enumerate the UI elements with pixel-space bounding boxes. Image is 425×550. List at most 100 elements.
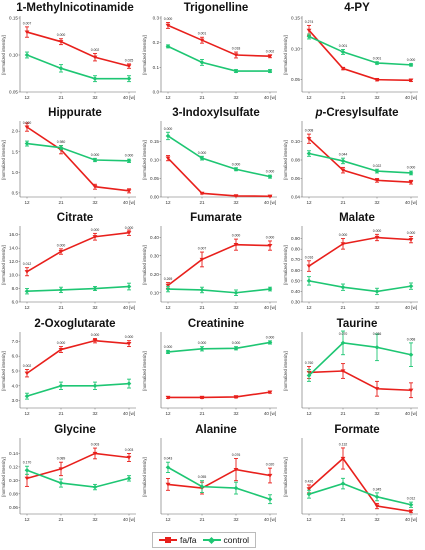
data-point bbox=[92, 451, 98, 456]
y-tick-label: 0.10 bbox=[291, 46, 300, 51]
data-point bbox=[92, 185, 98, 189]
p-value-label: 0.000 bbox=[164, 127, 173, 131]
p-value-label: 0.000 bbox=[57, 33, 66, 37]
p-value-label: 0.000 bbox=[198, 341, 207, 345]
x-tick-label: 12 bbox=[306, 517, 312, 522]
p-value-label: 0.007 bbox=[23, 21, 32, 25]
p-value-label: 0.000 bbox=[23, 121, 32, 125]
series-fafa bbox=[165, 21, 273, 59]
y-tick-label: 0.3 bbox=[153, 16, 160, 21]
series-line bbox=[26, 126, 130, 192]
y-tick-label: 0.40 bbox=[291, 289, 300, 294]
series-control bbox=[165, 340, 273, 355]
data-point bbox=[92, 76, 98, 81]
series-line bbox=[167, 45, 270, 72]
p-value-label: 0.008 bbox=[305, 129, 314, 133]
data-point bbox=[165, 482, 171, 487]
series-control bbox=[24, 51, 132, 83]
y-axis-label: [normalized intensity] bbox=[283, 35, 288, 74]
data-point bbox=[340, 481, 346, 486]
x-tick-label: 32 bbox=[374, 95, 380, 100]
x-tick-label: 32 bbox=[233, 411, 239, 416]
x-tick-label: 21 bbox=[340, 95, 346, 100]
data-point bbox=[340, 369, 346, 374]
data-point bbox=[233, 53, 239, 58]
series-fafa bbox=[24, 26, 132, 69]
y-axis-label: [normalized intensity] bbox=[283, 351, 288, 390]
data-point bbox=[199, 38, 205, 43]
y-tick-label: 0.2 bbox=[153, 40, 160, 45]
chart-panel: Fumarate [normalized intensity] 0.10 0.20 0.… bbox=[141, 212, 281, 315]
data-point bbox=[24, 52, 30, 58]
series-control bbox=[306, 276, 414, 296]
series-control bbox=[24, 140, 132, 164]
y-tick-label: 0.05 bbox=[291, 77, 300, 82]
y-tick-label: 0.5 bbox=[12, 190, 19, 195]
p-value-label: 0.002 bbox=[23, 364, 32, 368]
data-point bbox=[58, 480, 64, 486]
x-tick-label: 32 bbox=[92, 200, 98, 205]
chart-title: Citrate bbox=[56, 212, 94, 224]
chart-title: Trigonelline bbox=[183, 2, 249, 14]
data-point bbox=[24, 467, 30, 473]
y-tick-label: 1.0 bbox=[12, 170, 19, 175]
data-point bbox=[340, 158, 346, 164]
p-value-label: 0.025 bbox=[125, 58, 134, 62]
series-line bbox=[26, 31, 130, 67]
p-value-label: 0.000 bbox=[164, 345, 173, 349]
data-point bbox=[58, 347, 64, 352]
y-tick-label: 0.20 bbox=[150, 272, 159, 277]
data-point bbox=[233, 68, 239, 74]
x-tick-label: 40 [w] bbox=[405, 517, 417, 522]
series-line bbox=[308, 138, 412, 183]
chart-svg: [normalized intensity] 0.06 0.08 0.10 0.12 0.… bbox=[1, 438, 136, 522]
legend-swatch-control bbox=[202, 536, 221, 544]
chart-svg: [normalized intensity] 3.0 4.0 5.0 6.0 7.0 12 2… bbox=[1, 332, 136, 416]
chart-title: p-Cresylsulfate bbox=[315, 107, 399, 119]
y-tick-label: 16.0 bbox=[9, 232, 18, 237]
p-value-label: 0.001 bbox=[198, 32, 207, 36]
p-value-label: 0.020 bbox=[266, 463, 275, 467]
y-tick-label: 0.10 bbox=[150, 290, 159, 295]
data-point bbox=[408, 180, 414, 185]
chart-svg: [normalized intensity] 0.04 0.06 0.08 0.10 12… bbox=[283, 121, 418, 205]
y-tick-label: 0.10 bbox=[9, 478, 18, 483]
y-tick-label: 0.15 bbox=[150, 139, 159, 144]
x-tick-label: 40 [w] bbox=[123, 517, 135, 522]
y-tick-label: 2.0 bbox=[12, 129, 19, 134]
p-value-label: 0.274 bbox=[305, 20, 314, 24]
y-tick-label: 0.80 bbox=[291, 247, 300, 252]
chart-title: Hippurate bbox=[48, 107, 102, 119]
series-fafa bbox=[24, 229, 132, 277]
data-point bbox=[199, 60, 205, 65]
x-tick-label: 21 bbox=[199, 411, 205, 416]
p-value-label: 0.000 bbox=[164, 17, 173, 21]
data-point bbox=[165, 349, 171, 355]
p-value-label: 0.000 bbox=[232, 234, 241, 238]
data-point bbox=[92, 484, 98, 490]
chart-title: Glycine bbox=[54, 424, 96, 436]
p-value-label: 0.000 bbox=[266, 335, 275, 339]
series-line bbox=[167, 288, 271, 294]
x-tick-label: 40 [w] bbox=[264, 200, 276, 205]
p-value-label: 0.000 bbox=[125, 335, 134, 339]
chart-svg: [normalized intensity] 0.30 0.40 0.50 0.60 0.… bbox=[283, 226, 418, 310]
p-value-label: 0.012 bbox=[407, 497, 416, 501]
data-point bbox=[199, 155, 205, 161]
data-point bbox=[306, 137, 312, 141]
y-axis-label: [normalized intensity] bbox=[283, 245, 288, 284]
p-value-label: 0.000 bbox=[232, 162, 241, 166]
data-point bbox=[340, 340, 346, 346]
p-value-label: 0.000 bbox=[57, 341, 66, 345]
chart-title: Taurine bbox=[336, 318, 378, 330]
y-tick-label: 0.04 bbox=[291, 195, 300, 200]
data-point bbox=[58, 66, 64, 71]
legend-swatch-fafa bbox=[159, 536, 177, 544]
x-tick-label: 40 [w] bbox=[264, 305, 276, 310]
data-point bbox=[92, 339, 98, 343]
series-control bbox=[306, 330, 414, 382]
x-tick-label: 32 bbox=[233, 305, 239, 310]
chart-panel: Citrate [normalized intensity] 6.0 8.0 10.0 1… bbox=[0, 212, 140, 315]
y-tick-label: 0.05 bbox=[9, 90, 18, 95]
